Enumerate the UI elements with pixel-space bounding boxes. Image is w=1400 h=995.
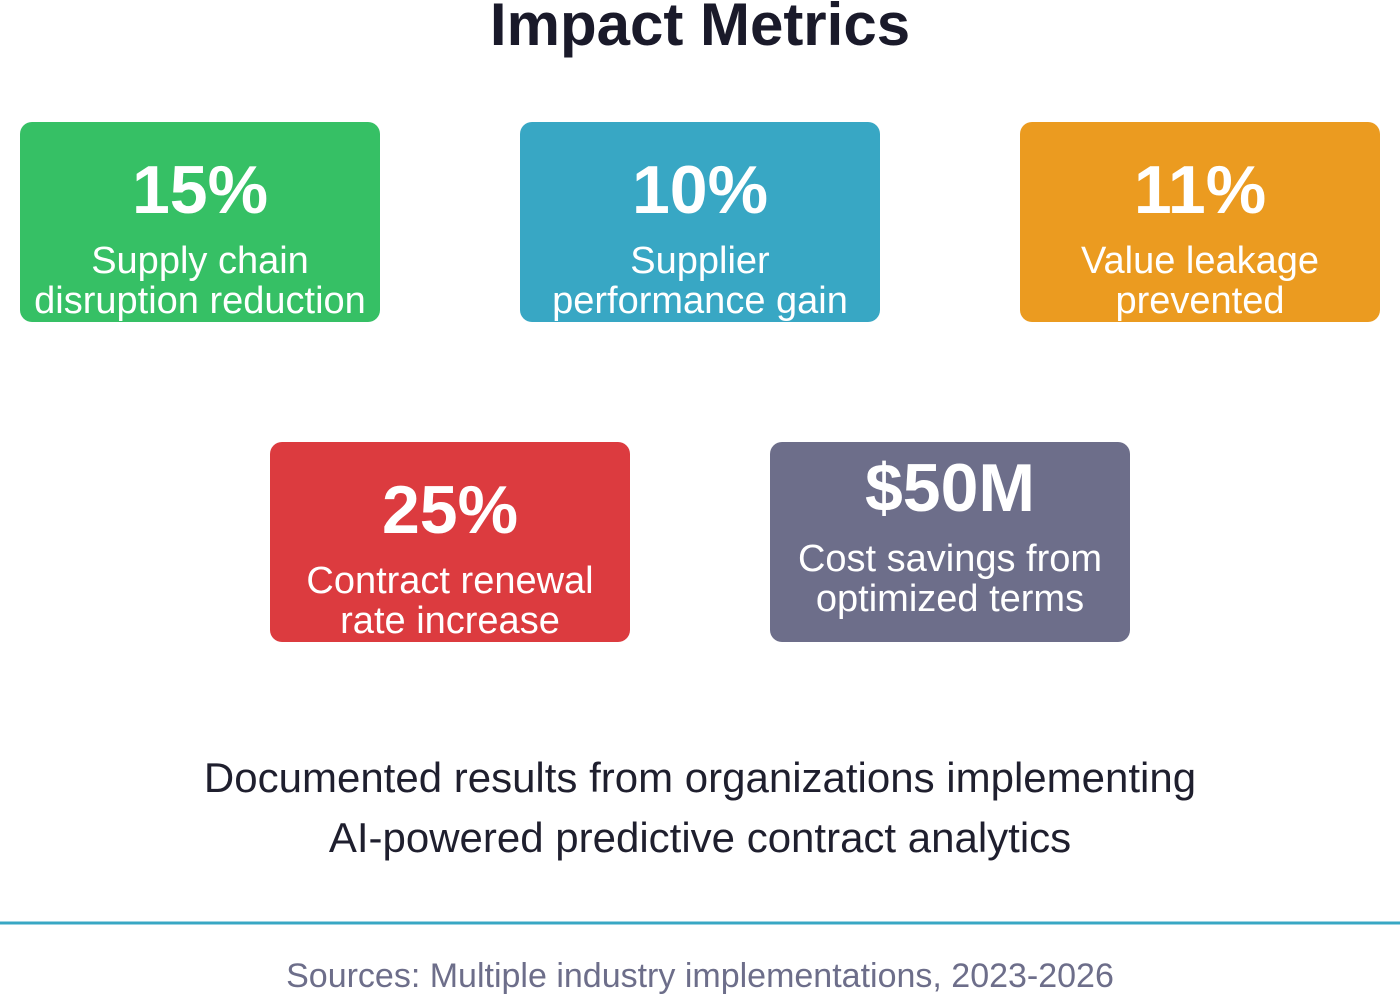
description: AI-powered predictive contract analytics (329, 814, 1071, 861)
metric-label: Supply chain (91, 240, 309, 282)
metric-label: Contract renewal (306, 560, 593, 602)
title: Impact Metrics (490, 0, 910, 58)
metric-label: disruption reduction (34, 280, 366, 322)
metric-label: rate increase (340, 600, 560, 642)
metric-card (20, 122, 380, 322)
metric-value: 25% (382, 472, 518, 548)
metric-label: performance gain (552, 280, 848, 322)
metric-card (520, 122, 880, 322)
metric-label: Cost savings from (798, 538, 1102, 580)
metric-card (1020, 122, 1380, 322)
sources: Sources: Multiple industry implementatio… (286, 957, 1114, 995)
metric-label: Supplier (630, 240, 770, 282)
metric-label: Value leakage (1081, 240, 1319, 282)
metric-value: $50M (865, 450, 1035, 526)
metric-value: 11% (1134, 152, 1266, 228)
description: Documented results from organizations im… (204, 754, 1196, 801)
metric-value: 15% (132, 152, 268, 228)
metric-label: optimized terms (816, 578, 1084, 620)
metric-card (770, 442, 1130, 642)
metric-label: prevented (1115, 280, 1284, 322)
metric-card (270, 442, 630, 642)
metric-value: 10% (632, 152, 768, 228)
